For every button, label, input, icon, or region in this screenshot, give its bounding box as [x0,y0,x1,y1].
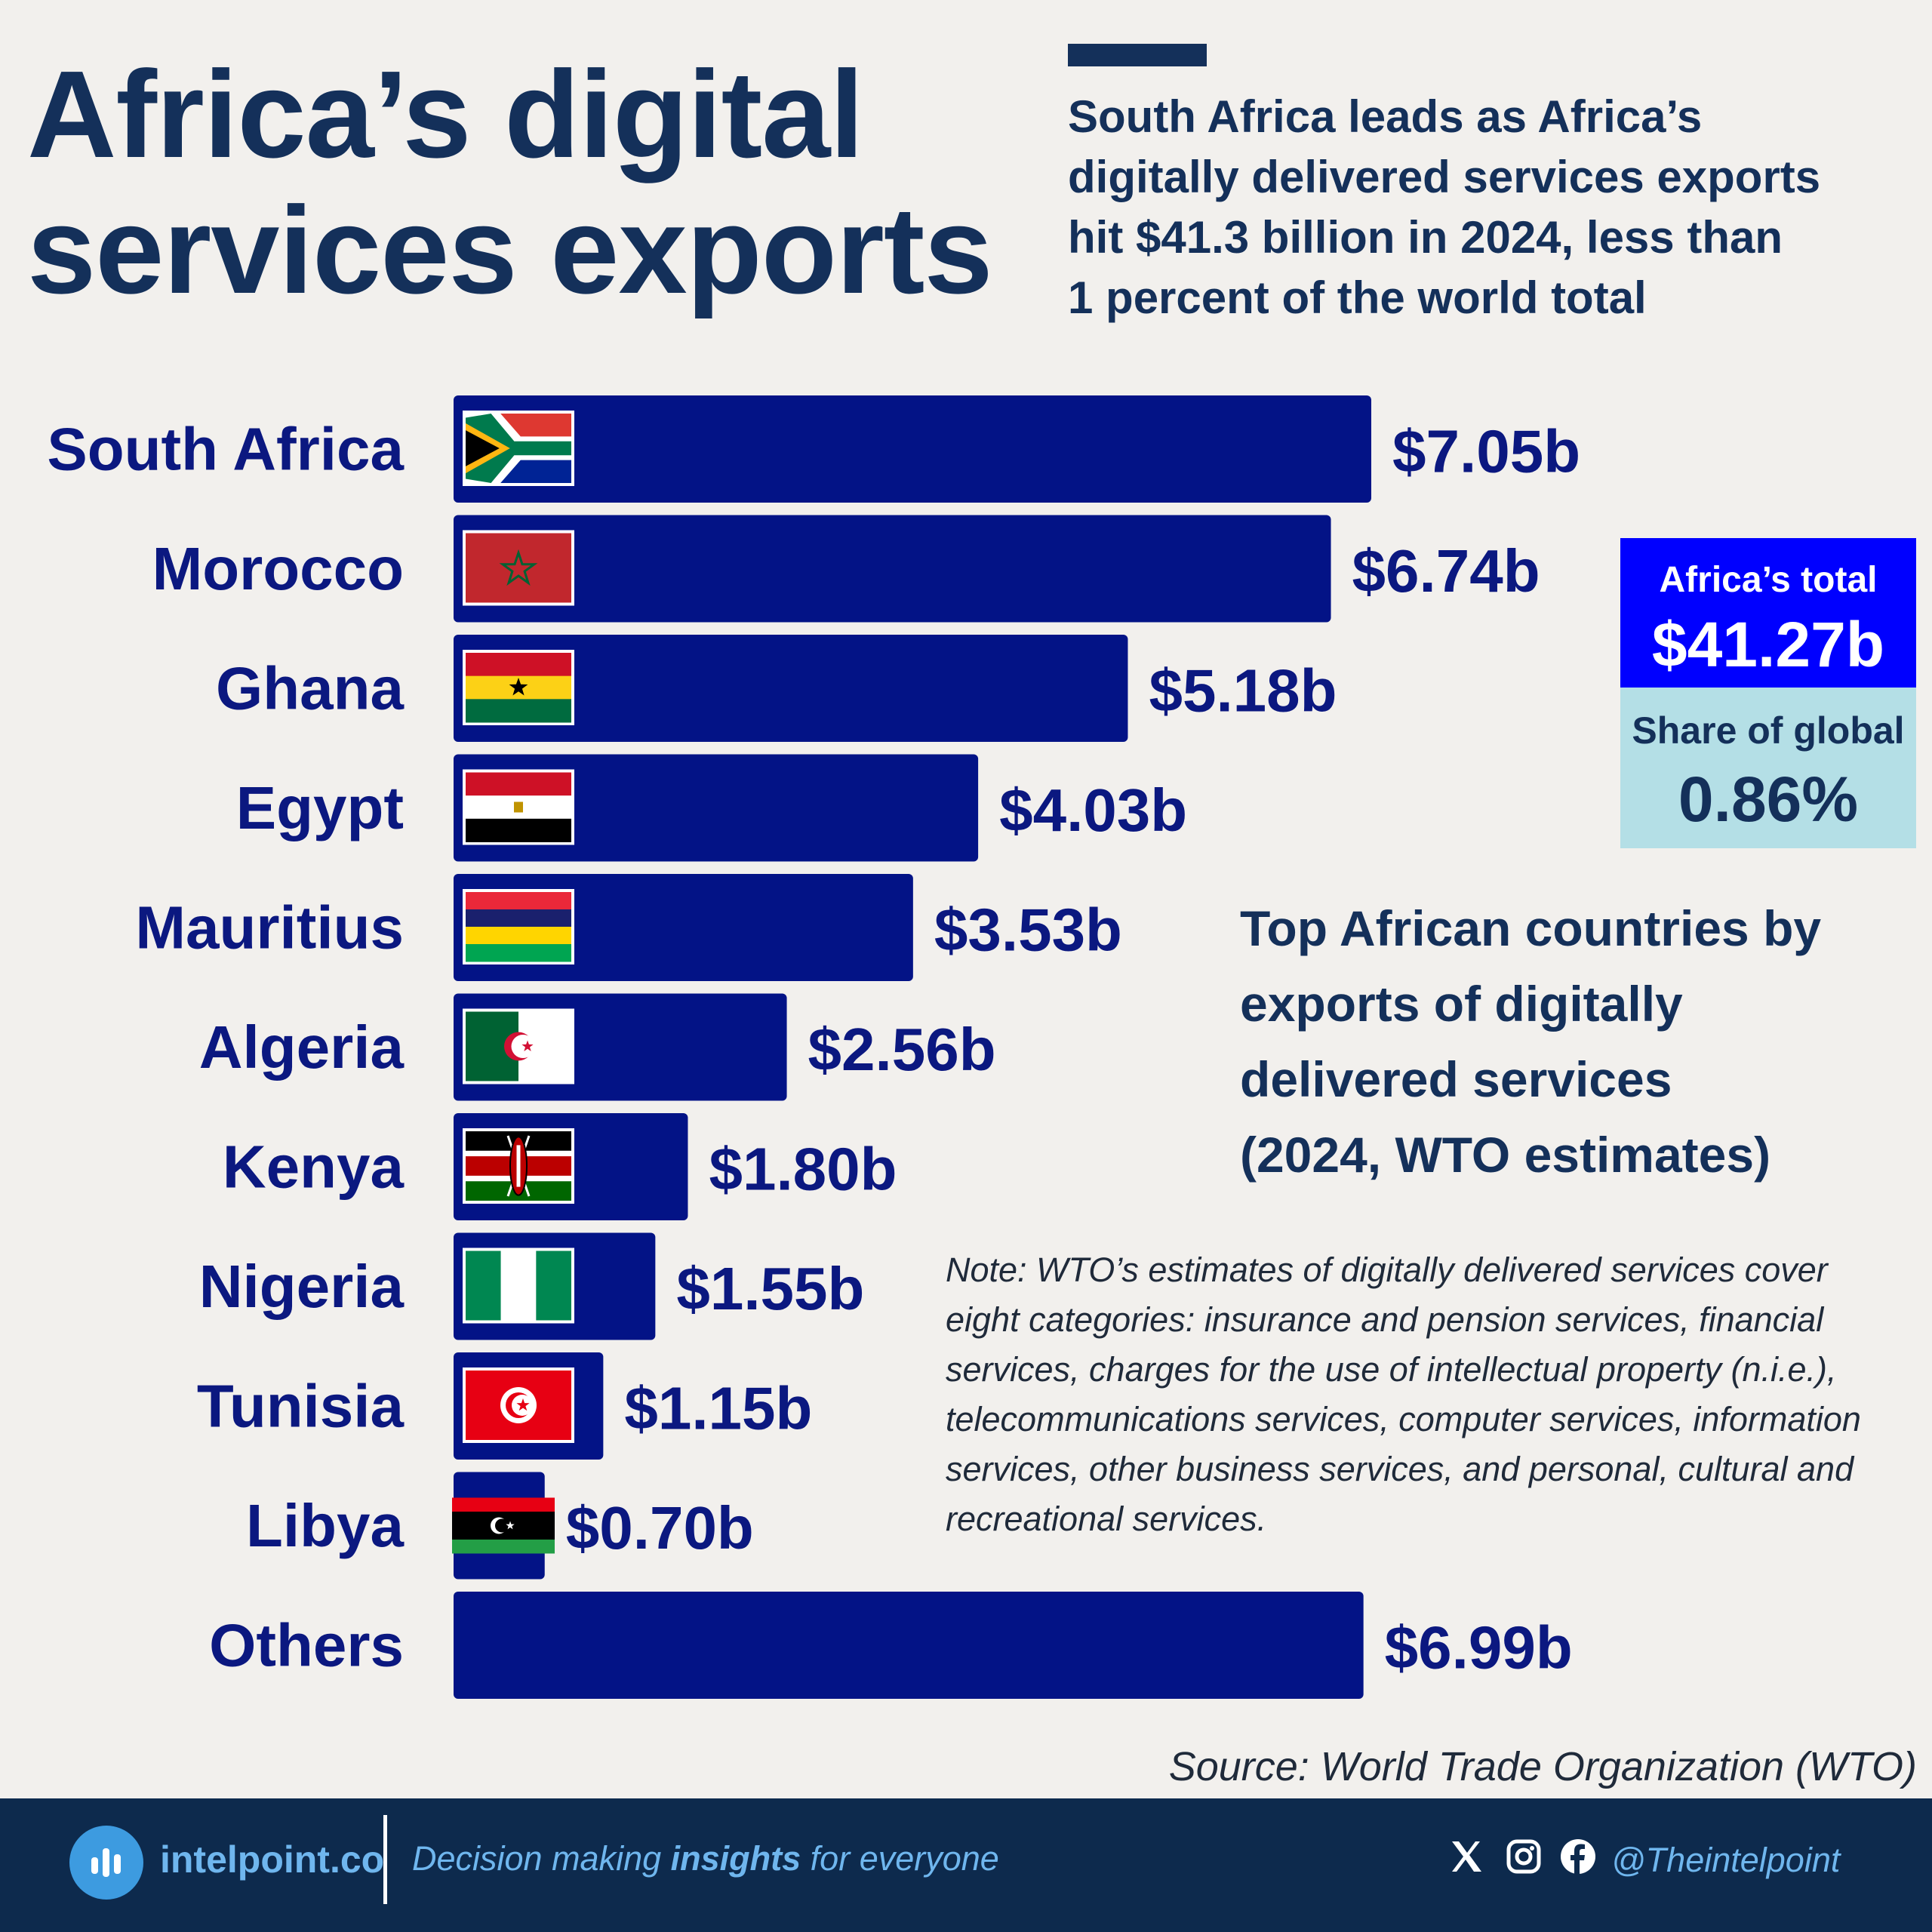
note-line-2: eight categories: insurance and pension … [946,1300,1824,1339]
value-label: $1.80b [709,1136,897,1203]
category-label: Algeria [199,1014,405,1081]
value-label: $4.03b [999,777,1187,844]
global-share-box: Share of global 0.86% [1620,688,1916,848]
flag-morocco-icon [466,533,571,603]
description-line-4: (2024, WTO estimates) [1240,1127,1771,1183]
title-line-2: services exports [27,181,993,319]
social-handle[interactable]: @Theintelpoint [1611,1841,1841,1879]
source-credit: Source: World Trade Organization (WTO) [1168,1744,1917,1789]
value-label: $6.74b [1352,537,1540,605]
note-line-1: Note: WTO’s estimates of digitally deliv… [946,1251,1828,1289]
note-line-5: services, other business services, and p… [946,1450,1854,1488]
flag-mauritius-icon [466,892,571,962]
bar-egypt [454,754,979,862]
bar-ghana [454,635,1128,742]
category-label: Tunisia [197,1373,405,1440]
africa-total-value: $41.27b [1651,609,1885,680]
bar-south-africa [454,395,1371,503]
category-label: South Africa [47,416,404,483]
flag-kenya-icon [466,1131,571,1201]
x-icon[interactable] [1447,1838,1485,1875]
category-label: Morocco [152,535,404,602]
methodology-note: Note: WTO’s estimates of digitally deliv… [946,1245,1919,1544]
value-label: $0.70b [566,1494,754,1561]
tagline-end: for everyone [801,1839,999,1878]
tagline-start: Decision making [412,1839,671,1878]
category-label: Mauritius [135,894,404,961]
chart-description: Top African countries by exports of digi… [1240,891,1919,1192]
flag-algeria-icon [466,1011,571,1081]
facebook-icon[interactable] [1559,1838,1597,1875]
social-links [1447,1838,1595,1883]
chart-subtitle: South Africa leads as Africa’s digitally… [1068,87,1913,328]
intelpoint-logo-icon [69,1826,143,1900]
flag-south-africa-icon [466,414,571,483]
value-label: $2.56b [808,1016,996,1083]
subtitle-line-2: digitally delivered services exports [1068,152,1821,202]
global-share-value: 0.86% [1678,764,1859,835]
note-line-4: telecommunications services, computer se… [946,1400,1861,1438]
note-line-6: recreational services. [946,1500,1267,1538]
category-label: Kenya [223,1134,405,1201]
footer-divider [383,1815,387,1904]
chart-title: Africa’s digital services exports [27,47,1008,318]
bar-others [454,1592,1364,1699]
category-label: Libya [246,1492,404,1559]
flag-ghana-icon [466,653,571,723]
value-label: $5.18b [1149,657,1337,724]
description-line-3: delivered services [1240,1051,1672,1107]
description-line-1: Top African countries by [1240,900,1822,956]
category-label: Egypt [236,774,404,841]
tagline: Decision making insights for everyone [412,1839,999,1878]
value-label: $3.53b [934,897,1122,964]
flag-libya-icon [452,1497,555,1554]
flag-nigeria-icon [466,1251,571,1321]
instagram-icon[interactable] [1505,1838,1543,1875]
bar-morocco [454,515,1331,623]
value-label: $1.15b [624,1375,812,1442]
flag-tunisia-icon [466,1371,571,1440]
subtitle-line-4: 1 percent of the world total [1068,272,1647,323]
subtitle-line-1: South Africa leads as Africa’s [1068,91,1703,142]
description-line-2: exports of digitally [1240,976,1683,1032]
value-label: $7.05b [1392,418,1580,485]
flag-egypt-icon [466,772,571,842]
note-line-3: services, charges for the use of intelle… [946,1350,1837,1389]
subtitle-line-3: hit $41.3 billion in 2024, less than [1068,212,1783,263]
category-label: Others [209,1612,404,1679]
value-label: $6.99b [1385,1614,1573,1681]
africa-total-box: Africa’s total $41.27b [1620,538,1916,688]
brand-link[interactable]: intelpoint.co [160,1838,385,1881]
category-label: Nigeria [199,1253,405,1320]
tagline-emphasis: insights [670,1839,801,1878]
global-share-label: Share of global [1632,709,1905,752]
title-line-1: Africa’s digital [27,45,864,183]
category-label: Ghana [216,655,404,722]
subtitle-accent-bar [1068,44,1207,66]
africa-total-label: Africa’s total [1659,560,1878,600]
footer-bar: intelpoint.co Decision making insights f… [0,1798,1932,1932]
value-label: $1.55b [676,1255,864,1322]
